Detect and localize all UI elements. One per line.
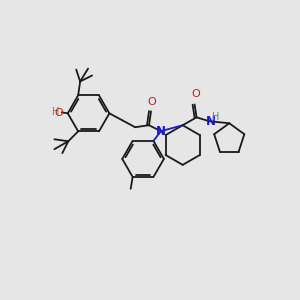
Text: N: N — [206, 115, 215, 128]
Text: N: N — [156, 125, 166, 138]
Text: O: O — [148, 98, 156, 107]
Text: O: O — [191, 89, 200, 100]
Text: H: H — [212, 112, 219, 122]
Text: O: O — [54, 108, 63, 118]
Text: H: H — [52, 107, 60, 117]
